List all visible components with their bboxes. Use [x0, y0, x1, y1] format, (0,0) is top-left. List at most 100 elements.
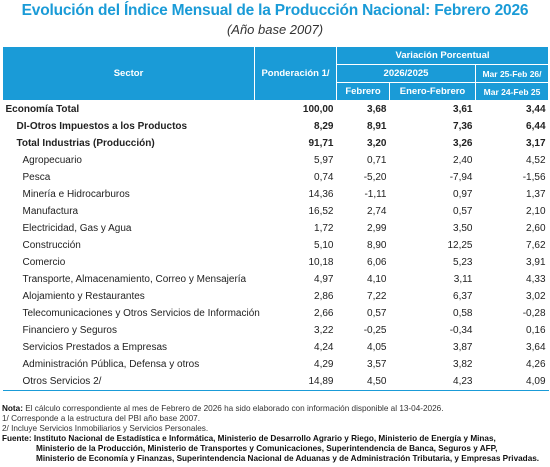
row-label: Minería e Hidrocarburos	[22, 189, 130, 200]
table-row: Electricidad, Gas y Agua 1,72 2,99 3,50 …	[3, 220, 549, 237]
cell-anual: 4,09	[475, 373, 549, 391]
cell-anual: 3,17	[526, 138, 546, 149]
cell-febrero: 0,71	[367, 155, 387, 166]
table-row: Otros Servicios 2/ 14,89 4,50 4,23 4,09	[2, 373, 549, 391]
header-ponderacion: Ponderación 1/	[254, 46, 337, 101]
table-row: Construcción 5,10 8,90 12,25 7,62	[3, 237, 549, 254]
cell-enero-febrero: 3,87	[453, 342, 473, 353]
table-row: Economía Total 100,00 3,68 3,61 3,44	[2, 100, 549, 118]
row-label: Electricidad, Gas y Agua	[22, 223, 132, 234]
cell-febrero: 2,74	[367, 206, 387, 217]
cell-ponderacion: 10,18	[308, 257, 334, 268]
cell-febrero: -5,20	[363, 172, 387, 183]
cell-ponderacion: 2,86	[314, 291, 334, 302]
cell-enero-febrero: 5,23	[453, 257, 473, 268]
cell-ponderacion: 0,74	[314, 172, 334, 183]
table-row: Pesca 0,74 -5,20 -7,94 -1,56	[3, 169, 549, 186]
table-row: Transporte, Almacenamiento, Correo y Men…	[3, 271, 549, 288]
cell-enero-febrero: 12,25	[447, 240, 473, 251]
cell-anual: 2,10	[526, 206, 546, 217]
cell-ponderacion: 8,29	[314, 121, 334, 132]
cell-anual: 3,64	[526, 342, 546, 353]
cell-anual: -1,56	[522, 172, 546, 183]
row-label: Comercio	[22, 257, 66, 268]
table-row: Agropecuario 5,97 0,71 2,40 4,52	[3, 152, 549, 169]
cell-febrero: 4,05	[367, 342, 387, 353]
cell-febrero: 3,57	[367, 359, 387, 370]
cell-febrero: 3,20	[367, 138, 387, 149]
header-febrero: Febrero	[336, 82, 390, 101]
cell-ponderacion: 4,97	[314, 274, 334, 285]
table-row: Total Industrias (Producción) 91,71 3,20…	[3, 135, 549, 152]
cell-anual: 3,91	[526, 257, 546, 268]
cell-enero-febrero: 3,82	[453, 359, 473, 370]
cell-febrero: 7,22	[367, 291, 387, 302]
cell-enero-febrero: 6,37	[453, 291, 473, 302]
cell-febrero: 2,99	[367, 223, 387, 234]
cell-febrero: 8,90	[367, 240, 387, 251]
cell-anual: 4,26	[526, 359, 546, 370]
cell-febrero: 6,06	[367, 257, 387, 268]
cell-anual: 2,60	[526, 223, 546, 234]
cell-anual: 4,52	[526, 155, 546, 166]
cell-febrero: -0,25	[363, 325, 387, 336]
table-row: Administración Pública, Defensa y otros …	[3, 356, 549, 373]
table-row: DI-Otros Impuestos a los Productos 8,29 …	[3, 118, 549, 135]
row-label: Pesca	[22, 172, 51, 183]
table-row: Servicios Prestados a Empresas 4,24 4,05…	[3, 339, 549, 356]
cell-enero-febrero: 7,36	[453, 121, 473, 132]
cell-enero-febrero: 0,57	[453, 206, 473, 217]
source-text-3: Ministerio de Economía y Finanzas, Super…	[36, 454, 540, 463]
cell-ponderacion: 4,29	[314, 359, 334, 370]
row-label: Total Industrias (Producción)	[16, 138, 155, 149]
header-anual-bottom: Mar 24-Feb 25	[474, 82, 550, 101]
cell-febrero: 4,10	[367, 274, 387, 285]
header-enero-febrero: Enero-Febrero	[389, 82, 476, 101]
cell-anual: 6,44	[526, 121, 546, 132]
cell-ponderacion: 3,22	[314, 325, 334, 336]
header-sector: Sector	[2, 46, 255, 101]
cell-anual: 0,16	[526, 325, 546, 336]
row-label: Administración Pública, Defensa y otros	[22, 359, 200, 370]
source-line: Fuente: Instituto Nacional de Estadístic…	[2, 434, 548, 444]
row-label: Servicios Prestados a Empresas	[22, 342, 168, 353]
cell-ponderacion: 14,89	[254, 373, 337, 391]
cell-febrero: 3,68	[336, 100, 390, 118]
row-label: DI-Otros Impuestos a los Productos	[16, 121, 188, 132]
cell-ponderacion: 91,71	[308, 138, 334, 149]
row-label: Construcción	[22, 240, 81, 251]
cell-ponderacion: 4,24	[314, 342, 334, 353]
note-label: Nota:	[2, 404, 23, 413]
cell-enero-febrero: 3,11	[453, 274, 473, 285]
row-label: Agropecuario	[22, 155, 82, 166]
row-label: Telecomunicaciones y Otros Servicios de …	[22, 308, 260, 319]
source-text-1: Instituto Nacional de Estadística e Info…	[33, 434, 496, 443]
table-row: Telecomunicaciones y Otros Servicios de …	[3, 305, 549, 322]
page-subtitle: (Año base 2007)	[226, 22, 324, 37]
cell-ponderacion: 100,00	[254, 100, 337, 118]
table-row: Alojamiento y Restaurantes 2,86 7,22 6,3…	[3, 288, 549, 305]
cell-ponderacion: 14,36	[308, 189, 334, 200]
cell-enero-febrero: 3,61	[389, 100, 476, 118]
row-label: Financiero y Seguros	[22, 325, 118, 336]
cell-febrero: 8,91	[367, 121, 387, 132]
cell-enero-febrero: 3,26	[453, 138, 473, 149]
row-label: Transporte, Almacenamiento, Correo y Men…	[22, 274, 247, 285]
cell-enero-febrero: -0,34	[449, 325, 473, 336]
row-label: Economía Total	[2, 100, 255, 118]
header-periodo: 2026/2025	[336, 64, 476, 83]
source-label: Fuente:	[2, 434, 32, 443]
cell-ponderacion: 5,97	[314, 155, 334, 166]
footnote-2: 2/ Incluye Servicios Inmobiliarios y Ser…	[2, 424, 209, 433]
production-index-table: Sector Ponderación 1/ Variación Porcentu…	[2, 46, 550, 391]
note-line: Nota: El cálculo correspondiente al mes …	[2, 404, 548, 414]
cell-ponderacion: 1,72	[314, 223, 334, 234]
cell-anual: 3,44	[475, 100, 549, 118]
table-row: Financiero y Seguros 3,22 -0,25 -0,34 0,…	[3, 322, 549, 339]
row-label: Manufactura	[22, 206, 79, 217]
cell-anual: 7,62	[526, 240, 546, 251]
header-anual-top: Mar 25-Feb 26/	[474, 64, 550, 83]
source-text-2: Ministerio de la Producción, Ministerio …	[36, 444, 498, 453]
cell-enero-febrero: 0,58	[453, 308, 473, 319]
note-text: El cálculo correspondiente al mes de Feb…	[25, 404, 444, 413]
